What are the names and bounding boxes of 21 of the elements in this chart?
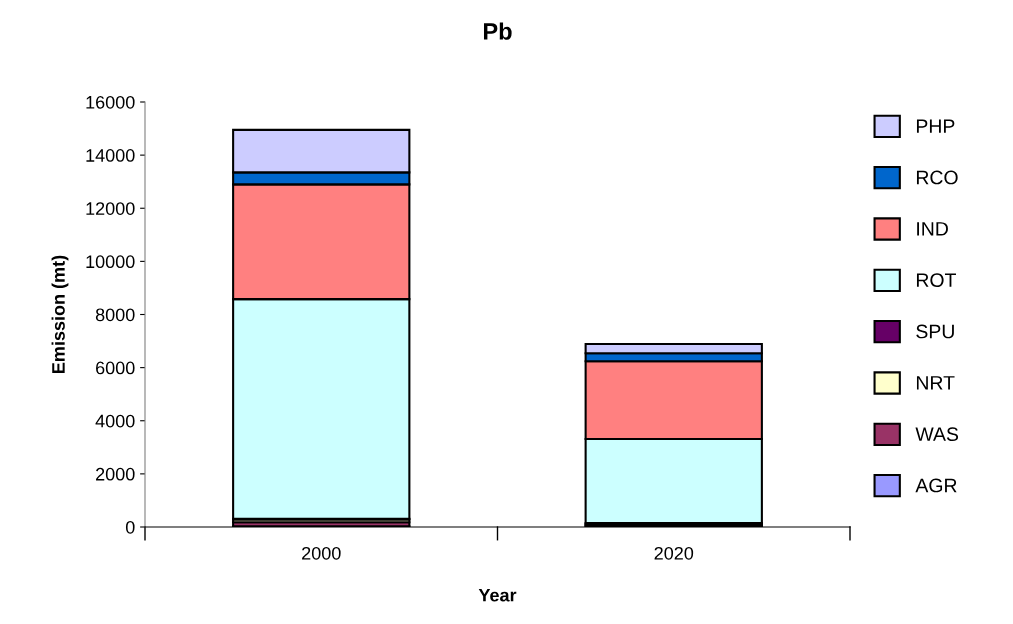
y-tick-label: 0 [125, 520, 135, 534]
y-tick-label: 4000 [95, 414, 135, 428]
y-tick-label: 12000 [86, 202, 135, 215]
y-tick-label: 16000 [86, 95, 135, 109]
chart-title: Pb [483, 22, 512, 40]
y-tick-label: 14000 [86, 149, 135, 162]
y-tick-label: 10000 [86, 255, 135, 269]
x-axis-title: Year [478, 588, 517, 602]
legend-label: WAS [915, 427, 959, 442]
legend-label: AGR [915, 478, 957, 493]
y-axis-title: Emission (mt) [51, 255, 69, 373]
legend-label: NRT [916, 376, 955, 390]
legend-label: IND [917, 222, 948, 236]
legend-label: SPU [916, 324, 954, 339]
legend-label: RCO [916, 170, 958, 185]
legend-label: PHP [916, 119, 955, 133]
y-tick-label: 2000 [96, 467, 135, 481]
x-tick-label: 2020 [654, 546, 694, 560]
legend-label: ROT [916, 273, 956, 288]
y-tick-label: 8000 [95, 308, 135, 322]
y-tick-label: 6000 [96, 361, 135, 375]
